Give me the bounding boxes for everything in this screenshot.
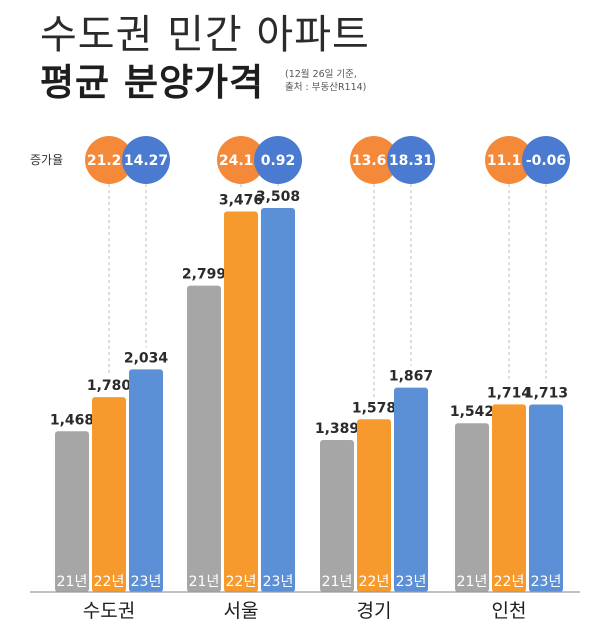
value-label-인천-22년: 1,714 [487, 385, 532, 401]
value-label-경기-22년: 1,578 [352, 400, 396, 416]
year-label-수도권-23년: 23년 [131, 574, 162, 590]
year-label-서울-21년: 21년 [189, 574, 220, 590]
year-label-서울-22년: 22년 [226, 574, 257, 590]
growth-circle-수도권-23 [122, 136, 170, 184]
growth-circle-경기-22 [350, 136, 398, 184]
year-label-인천-21년: 21년 [457, 574, 488, 590]
value-label-경기-23년: 1,867 [389, 369, 433, 385]
growth-value-경기-23: 18.31 [389, 153, 433, 169]
growth-value-경기-22: 13.61 [352, 153, 396, 169]
value-label-인천-23년: 1,713 [524, 385, 568, 401]
year-label-인천-22년: 22년 [494, 574, 525, 590]
growth-circle-인천-23 [522, 136, 570, 184]
bar-서울-21년 [187, 285, 221, 592]
category-label-서울: 서울 [224, 600, 259, 622]
value-label-인천-21년: 1,542 [450, 404, 494, 420]
year-label-경기-21년: 21년 [322, 574, 353, 590]
value-label-서울-23년: 3,508 [256, 189, 300, 205]
source-note-line-2: 출처 : 부동산R114) [285, 82, 367, 93]
bar-경기-22년 [357, 419, 391, 592]
bar-서울-23년 [261, 208, 295, 592]
year-label-수도권-22년: 22년 [94, 574, 125, 590]
bar-수도권-22년 [92, 397, 126, 592]
bar-인천-22년 [492, 404, 526, 592]
bar-경기-21년 [320, 439, 354, 592]
bar-경기-23년 [394, 387, 428, 592]
source-note: (12월 26일 기준, 출처 : 부동산R114) [285, 68, 366, 94]
growth-circle-서울-22 [217, 136, 265, 184]
growth-value-서울-22: 24.19 [219, 153, 263, 169]
growth-value-수도권-23: 14.27 [124, 153, 168, 169]
bar-인천-21년 [455, 423, 489, 592]
bar-수도권-23년 [129, 369, 163, 592]
growth-circle-인천-22 [485, 136, 533, 184]
year-label-수도권-21년: 21년 [57, 574, 88, 590]
value-label-수도권-23년: 2,034 [124, 350, 169, 366]
bar-수도권-21년 [55, 431, 89, 592]
year-label-경기-23년: 23년 [396, 574, 427, 590]
value-label-수도권-22년: 1,780 [87, 378, 132, 394]
category-label-경기: 경기 [357, 600, 392, 622]
bar-서울-22년 [224, 211, 258, 592]
year-label-서울-23년: 23년 [263, 574, 294, 590]
value-label-서울-21년: 2,799 [182, 267, 226, 283]
growth-value-서울-23: 0.92 [261, 153, 296, 169]
year-label-경기-22년: 22년 [359, 574, 390, 590]
growth-value-인천-22: 11.15 [487, 153, 531, 169]
category-label-수도권: 수도권 [83, 600, 135, 622]
bar-인천-23년 [529, 404, 563, 592]
growth-circle-서울-23 [254, 136, 302, 184]
source-note-line-1: (12월 26일 기준, [285, 69, 357, 80]
growth-circle-경기-23 [387, 136, 435, 184]
category-label-인천: 인천 [492, 600, 527, 622]
growth-rate-label: 증가율 [30, 153, 63, 167]
growth-value-수도권-22: 21.25 [87, 153, 131, 169]
year-label-인천-23년: 23년 [531, 574, 562, 590]
growth-value-인천-23: -0.06 [526, 153, 566, 169]
growth-circle-수도권-22 [85, 136, 133, 184]
chart-subtitle: 평균 분양가격 [40, 61, 265, 104]
value-label-수도권-21년: 1,468 [50, 412, 94, 428]
value-label-경기-21년: 1,389 [315, 421, 359, 437]
chart-title: 수도권 민간 아파트 [40, 12, 370, 58]
value-label-서울-22년: 3,476 [219, 193, 263, 209]
